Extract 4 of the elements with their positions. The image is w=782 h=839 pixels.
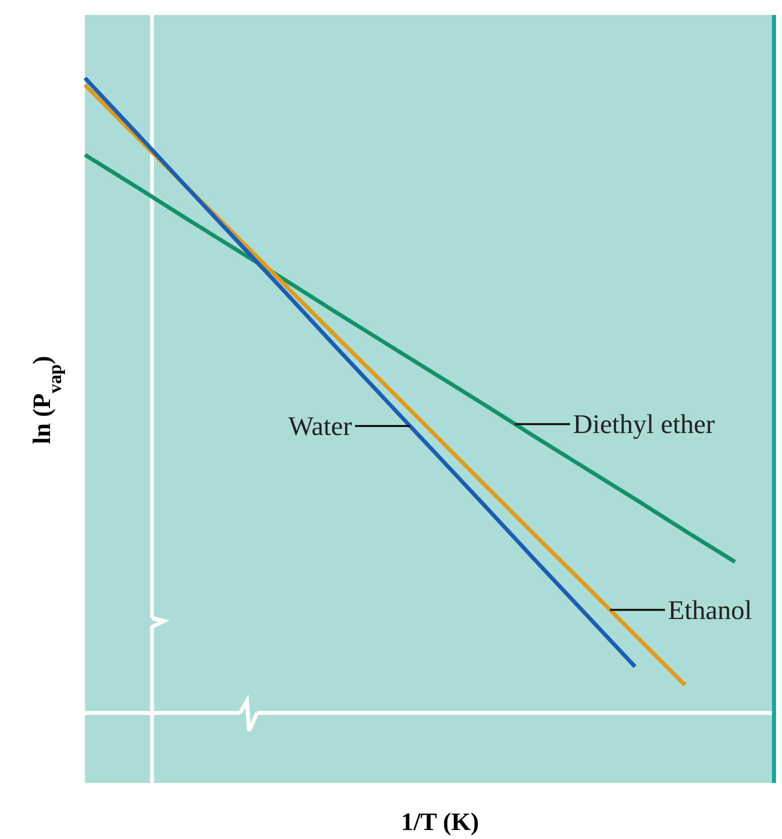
series-label: Diethyl ether [573, 409, 715, 440]
x-axis-title: 1/T (K) [400, 809, 480, 836]
series-label: Ethanol [668, 594, 752, 625]
series-label: Water [288, 410, 352, 441]
